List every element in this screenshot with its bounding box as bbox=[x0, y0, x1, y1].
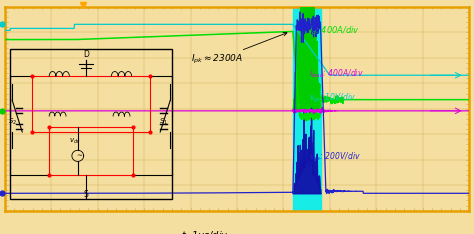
Bar bbox=[293, 7, 320, 211]
Text: $S_1$: $S_1$ bbox=[159, 117, 168, 127]
Text: D: D bbox=[83, 50, 89, 59]
Text: $v_{gs}$: 10V/div: $v_{gs}$: 10V/div bbox=[309, 92, 356, 105]
Text: $i_{load}$: 400A/div: $i_{load}$: 400A/div bbox=[309, 67, 364, 80]
Text: $\sim$: $\sim$ bbox=[75, 152, 84, 158]
Text: $t$: 1μs/div: $t$: 1μs/div bbox=[181, 229, 229, 234]
Text: S: S bbox=[84, 190, 89, 199]
Text: $v_{ds}$: 200V/div: $v_{ds}$: 200V/div bbox=[309, 151, 361, 163]
Bar bbox=[32, 76, 150, 132]
Bar bbox=[49, 127, 133, 175]
Text: $S_2$: $S_2$ bbox=[9, 117, 18, 127]
Text: $I_{pk}\approx$2300A: $I_{pk}\approx$2300A bbox=[191, 32, 287, 66]
Text: $i_d$: 400A/div: $i_d$: 400A/div bbox=[309, 25, 360, 37]
Text: $v_{dr}$: $v_{dr}$ bbox=[69, 137, 80, 146]
